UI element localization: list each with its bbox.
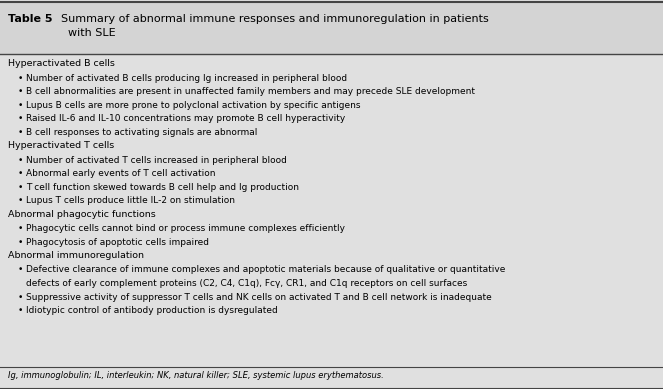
Text: Idiotypic control of antibody production is dysregulated: Idiotypic control of antibody production… [26, 306, 278, 315]
Text: defects of early complement proteins (C2, C4, C1q), Fcγ, CR1, and C1q receptors : defects of early complement proteins (C2… [26, 279, 467, 288]
Text: Lupus T cells produce little IL-2 on stimulation: Lupus T cells produce little IL-2 on sti… [26, 196, 235, 205]
Text: •: • [18, 156, 23, 165]
Text: B cell responses to activating signals are abnormal: B cell responses to activating signals a… [26, 128, 257, 137]
Text: •: • [18, 182, 23, 191]
Text: •: • [18, 306, 23, 315]
Text: Abnormal phagocytic functions: Abnormal phagocytic functions [8, 210, 156, 219]
Text: Abnormal immunoregulation: Abnormal immunoregulation [8, 251, 144, 260]
Bar [0, 2, 663, 54]
Text: •: • [18, 196, 23, 205]
Text: Hyperactivated T cells: Hyperactivated T cells [8, 141, 114, 150]
Text: Number of activated T cells increased in peripheral blood: Number of activated T cells increased in… [26, 156, 287, 165]
Text: Defective clearance of immune complexes and apoptotic materials because of quali: Defective clearance of immune complexes … [26, 266, 505, 275]
Text: •: • [18, 128, 23, 137]
Text: •: • [18, 238, 23, 247]
Text: •: • [18, 224, 23, 233]
Text: Suppressive activity of suppressor T cells and NK cells on activated T and B cel: Suppressive activity of suppressor T cel… [26, 293, 492, 301]
Text: Abnormal early events of T cell activation: Abnormal early events of T cell activati… [26, 169, 215, 178]
Text: B cell abnormalities are present in unaffected family members and may precede SL: B cell abnormalities are present in unaf… [26, 87, 475, 96]
Text: Lupus B cells are more prone to polyclonal activation by specific antigens: Lupus B cells are more prone to polyclon… [26, 100, 361, 109]
Text: Number of activated B cells producing Ig increased in peripheral blood: Number of activated B cells producing Ig… [26, 74, 347, 82]
Text: Phagocytosis of apoptotic cells impaired: Phagocytosis of apoptotic cells impaired [26, 238, 209, 247]
Text: •: • [18, 169, 23, 178]
Text: •: • [18, 114, 23, 123]
Text: •: • [18, 87, 23, 96]
Text: Table 5: Table 5 [8, 14, 52, 24]
Text: •: • [18, 74, 23, 82]
Text: Raised IL-6 and IL-10 concentrations may promote B cell hyperactivity: Raised IL-6 and IL-10 concentrations may… [26, 114, 345, 123]
Text: Ig, immunoglobulin; IL, interleukin; NK, natural killer; SLE, systemic lupus ery: Ig, immunoglobulin; IL, interleukin; NK,… [8, 371, 384, 380]
Text: Hyperactivated B cells: Hyperactivated B cells [8, 59, 115, 68]
Text: •: • [18, 100, 23, 109]
Text: Summary of abnormal immune responses and immunoregulation in patients: Summary of abnormal immune responses and… [54, 14, 489, 24]
Text: •: • [18, 293, 23, 301]
Text: with SLE: with SLE [68, 28, 115, 38]
Text: Phagocytic cells cannot bind or process immune complexes efficiently: Phagocytic cells cannot bind or process … [26, 224, 345, 233]
Text: •: • [18, 266, 23, 275]
Text: T cell function skewed towards B cell help and Ig production: T cell function skewed towards B cell he… [26, 182, 299, 191]
